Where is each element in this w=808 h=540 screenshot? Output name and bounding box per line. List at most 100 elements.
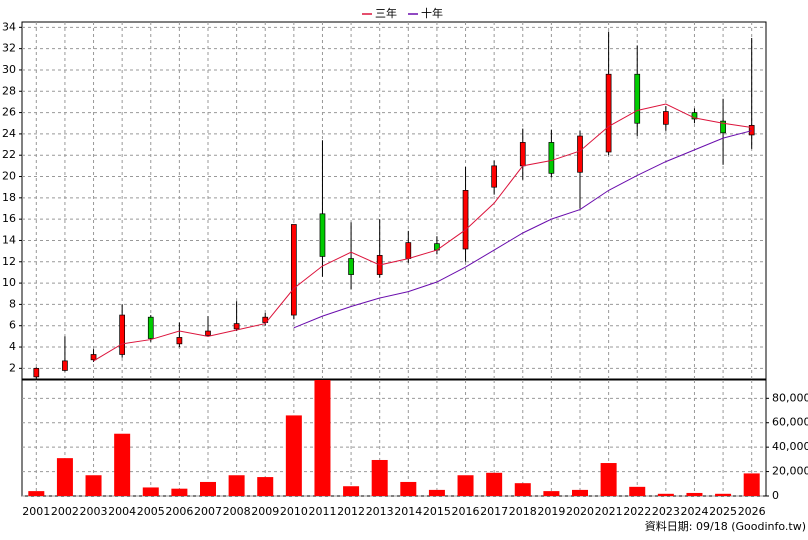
volume-bar: [371, 459, 388, 496]
volume-bar: [514, 483, 531, 496]
candle-body: [290, 224, 297, 316]
y2-tick-label: 60,000: [772, 416, 808, 429]
x-tick-label: 2016: [452, 505, 480, 518]
y-tick-label: 28: [2, 84, 16, 97]
candle-body: [605, 73, 612, 153]
ma-line: [293, 130, 752, 329]
candle-body: [147, 316, 154, 339]
volume-bar: [543, 491, 560, 496]
y-tick-label: 20: [2, 170, 16, 183]
volume-bar: [715, 493, 732, 496]
y-tick-label: 8: [9, 297, 16, 310]
candle-body: [90, 354, 97, 361]
volume-bar: [343, 486, 360, 496]
legend-label: 三年: [375, 6, 397, 20]
y-tick-label: 24: [2, 127, 16, 140]
y-tick-label: 26: [2, 106, 16, 119]
y-tick-label: 16: [2, 212, 16, 225]
x-tick-label: 2015: [423, 505, 451, 518]
y-tick-label: 2: [9, 361, 16, 374]
candle-body: [319, 213, 326, 257]
footnote: 資料日期: 09/18 (Goodinfo.tw): [645, 519, 806, 533]
volume-bar: [686, 492, 703, 496]
x-tick-label: 2022: [623, 505, 651, 518]
x-tick-label: 2009: [251, 505, 279, 518]
volume-bar: [28, 491, 45, 496]
x-tick-label: 2004: [108, 505, 136, 518]
candle-body: [634, 73, 641, 124]
x-tick-label: 2005: [137, 505, 165, 518]
y-tick-label: 6: [9, 319, 16, 332]
x-tick-label: 2001: [22, 505, 50, 518]
candle-body: [233, 323, 240, 330]
candle-body: [205, 330, 211, 336]
volume-bar: [743, 473, 760, 496]
y-tick-label: 12: [2, 255, 16, 268]
y-tick-label: 34: [2, 20, 16, 33]
y-tick-label: 18: [2, 191, 16, 204]
x-tick-label: 2026: [738, 505, 766, 518]
x-tick-label: 2020: [566, 505, 594, 518]
x-tick-label: 2002: [51, 505, 79, 518]
volume-bar: [657, 493, 674, 496]
x-tick-label: 2019: [537, 505, 565, 518]
candle-body: [519, 142, 526, 167]
candle-body: [748, 125, 755, 136]
x-tick-label: 2012: [337, 505, 365, 518]
volume-bar: [285, 415, 302, 496]
candle-body: [62, 360, 68, 371]
y2-tick-label: 0: [772, 489, 779, 502]
y2-tick-label: 40,000: [772, 440, 808, 453]
x-tick-label: 2008: [223, 505, 251, 518]
y-tick-label: 32: [2, 42, 16, 55]
candle-body: [176, 337, 183, 345]
volume-bar: [572, 489, 588, 496]
x-tick-label: 2006: [165, 505, 193, 518]
volume-bar: [457, 475, 474, 496]
y-tick-label: 14: [2, 233, 16, 246]
volume-bar: [428, 489, 445, 496]
price-panel: [21, 21, 767, 380]
x-tick-label: 2018: [509, 505, 537, 518]
volume-bar: [200, 481, 216, 496]
candle-body: [548, 142, 555, 174]
x-tick-label: 2024: [680, 505, 708, 518]
volume-bar: [228, 475, 245, 496]
y-tick-label: 10: [2, 276, 16, 289]
volume-bar: [56, 458, 73, 496]
x-tick-label: 2003: [80, 505, 108, 518]
y2-tick-label: 20,000: [772, 465, 808, 478]
x-tick-label: 2007: [194, 505, 222, 518]
volume-bar: [114, 433, 131, 496]
candle-body: [348, 258, 354, 275]
volume-bar: [171, 488, 188, 496]
candle-body: [720, 120, 726, 134]
ma-line: [93, 103, 752, 362]
x-tick-label: 2021: [595, 505, 623, 518]
volume-bar: [142, 487, 159, 496]
volume-bar: [257, 477, 274, 496]
candle-body: [662, 111, 669, 125]
x-tick-label: 2017: [480, 505, 508, 518]
volume-bar: [600, 463, 617, 496]
y-tick-label: 22: [2, 148, 16, 161]
x-tick-label: 2010: [280, 505, 308, 518]
y-tick-label: 30: [2, 63, 16, 76]
x-tick-label: 2025: [709, 505, 737, 518]
volume-bar: [486, 472, 503, 496]
candle-body: [119, 314, 126, 355]
volume-bar: [629, 486, 646, 496]
volume-panel: [21, 379, 767, 497]
y2-tick-label: 80,000: [772, 391, 808, 404]
volume-bar: [85, 475, 102, 496]
volume-bar: [400, 481, 417, 496]
candle-body: [405, 242, 412, 259]
x-tick-label: 2011: [308, 505, 336, 518]
candle-body: [577, 135, 583, 173]
candle-body: [691, 112, 698, 120]
candle-body: [491, 165, 498, 188]
candle-body: [462, 190, 469, 250]
legend-label: 十年: [421, 6, 443, 20]
candle-body: [33, 367, 40, 378]
